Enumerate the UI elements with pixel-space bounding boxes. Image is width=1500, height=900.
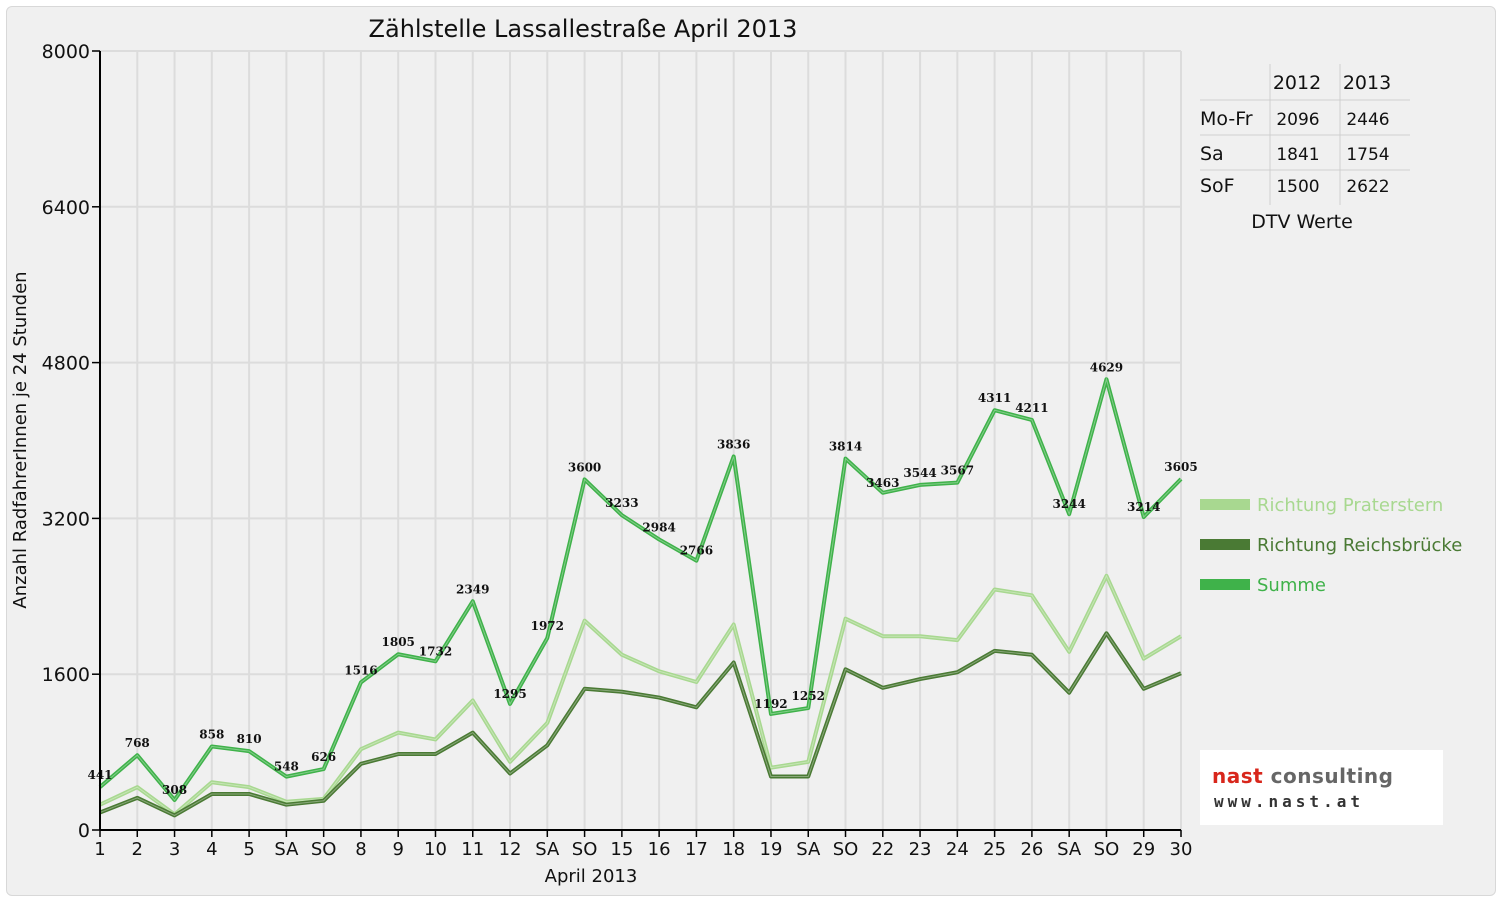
data-label: 3463 (866, 476, 899, 490)
data-label: 3233 (605, 496, 638, 510)
data-label: 2984 (642, 520, 675, 534)
legend-swatch (1200, 579, 1250, 590)
data-label: 3605 (1164, 460, 1197, 474)
x-tick-label: 11 (461, 839, 484, 860)
chart-panel (6, 6, 1496, 896)
data-label: 768 (125, 736, 150, 750)
x-tick-label: 25 (983, 839, 1006, 860)
x-tick-label: SA (1057, 839, 1082, 860)
x-tick-label: SA (535, 839, 560, 860)
data-label: 1295 (493, 687, 526, 701)
x-tick-label: SO (572, 839, 598, 860)
data-label: 1192 (754, 697, 787, 711)
x-tick-label: SO (311, 839, 337, 860)
dtv-row-label: SoF (1200, 175, 1235, 197)
data-label: 3814 (829, 440, 862, 454)
data-label: 1252 (792, 689, 825, 703)
legend-swatch (1200, 499, 1250, 510)
data-label: 1516 (344, 663, 377, 677)
legend-swatch (1200, 539, 1250, 550)
dtv-row-label: Sa (1200, 143, 1224, 165)
dtv-cell: 2446 (1346, 110, 1389, 130)
dtv-row-label: Mo-Fr (1200, 108, 1253, 130)
dtv-cell: 2622 (1346, 177, 1389, 197)
x-tick-label: 17 (685, 839, 708, 860)
dtv-header-2012: 2012 (1273, 72, 1321, 94)
y-tick-label: 6400 (42, 197, 90, 219)
series-line-summe-highlight (99, 377, 1182, 801)
x-tick-label: 26 (1020, 839, 1043, 860)
logo-url: www.nast.at (1214, 792, 1364, 811)
data-label: 3214 (1127, 500, 1160, 514)
series-line-richtung-praterstern (99, 573, 1183, 817)
y-tick-label: 8000 (42, 41, 90, 63)
data-label: 548 (274, 760, 299, 774)
data-label: 2766 (680, 544, 713, 558)
data-label: 3836 (717, 437, 750, 451)
x-tick-label: 30 (1170, 839, 1193, 860)
data-label: 1732 (419, 644, 452, 658)
data-label: 4629 (1090, 360, 1123, 374)
dtv-cell: 1841 (1276, 145, 1319, 165)
company-logo: nast consulting www.nast.at (1200, 750, 1443, 825)
x-tick-label: 2 (132, 839, 143, 860)
x-tick-label: 3 (169, 839, 180, 860)
x-tick-label: 8 (355, 839, 366, 860)
x-tick-label: 4 (206, 839, 217, 860)
series-line-richtung-reichsbr-cke (99, 631, 1182, 818)
x-tick-label: SA (796, 839, 821, 860)
y-tick-label: 1600 (42, 664, 90, 686)
legend: Richtung Praterstern Richtung Reichsbrück… (1200, 495, 1462, 596)
y-tick-label: 3200 (42, 508, 90, 530)
x-tick-label: 12 (499, 839, 522, 860)
x-tick-label: 24 (946, 839, 969, 860)
legend-label: Summe (1257, 575, 1326, 596)
data-label: 858 (199, 727, 224, 741)
x-tick-label: 22 (871, 839, 894, 860)
x-tick-label: 15 (610, 839, 633, 860)
data-label: 1972 (531, 619, 564, 633)
x-tick-label: SO (1094, 839, 1120, 860)
x-tick-label: 23 (909, 839, 932, 860)
series-line-richtung-reichsbr-cke-highlight (99, 632, 1182, 816)
data-label: 3600 (568, 460, 601, 474)
logo-name: nast consulting (1212, 764, 1394, 788)
x-axis-label: April 2013 (545, 866, 638, 887)
legend-label: Richtung Reichsbrücke (1257, 535, 1462, 556)
data-label: 3244 (1052, 497, 1085, 511)
data-label: 308 (162, 783, 187, 797)
series-line-richtung-praterstern-highlight (99, 574, 1182, 816)
data-label: 3567 (941, 464, 974, 478)
dtv-cell: 1500 (1276, 177, 1319, 197)
x-tick-label: 16 (648, 839, 671, 860)
x-tick-label: 5 (243, 839, 254, 860)
x-tick-label: 19 (760, 839, 783, 860)
data-label: 4211 (1015, 401, 1048, 415)
dtv-caption: DTV Werte (1251, 211, 1353, 233)
data-label: 1805 (382, 635, 415, 649)
x-tick-label: SO (833, 839, 859, 860)
chart-title: Zählstelle Lassallestraße April 2013 (369, 15, 798, 43)
legend-label: Richtung Praterstern (1257, 495, 1443, 516)
dtv-cell: 2096 (1276, 110, 1319, 130)
data-label: 810 (237, 732, 262, 746)
y-axis-label: Anzahl RadfahrerInnen je 24 Stunden (10, 271, 31, 608)
data-label: 3544 (903, 466, 936, 480)
x-tick-label: 9 (392, 839, 403, 860)
x-tick-label: 29 (1132, 839, 1155, 860)
data-label: 2349 (456, 582, 489, 596)
dtv-header-2013: 2013 (1343, 72, 1391, 94)
x-tick-label: SA (274, 839, 299, 860)
x-tick-label: 18 (722, 839, 745, 860)
data-label: 4311 (978, 391, 1011, 405)
x-tick-label: 1 (94, 839, 105, 860)
dtv-table: 2012 2013 Mo-Fr 2096 2446 Sa 1841 1754 S… (1200, 64, 1410, 233)
dtv-cell: 1754 (1346, 145, 1389, 165)
x-tick-label: 10 (424, 839, 447, 860)
y-tick-label: 0 (78, 820, 90, 842)
y-tick-label: 4800 (42, 353, 90, 375)
data-label: 626 (311, 750, 336, 764)
series-line-summe (98, 377, 1183, 803)
